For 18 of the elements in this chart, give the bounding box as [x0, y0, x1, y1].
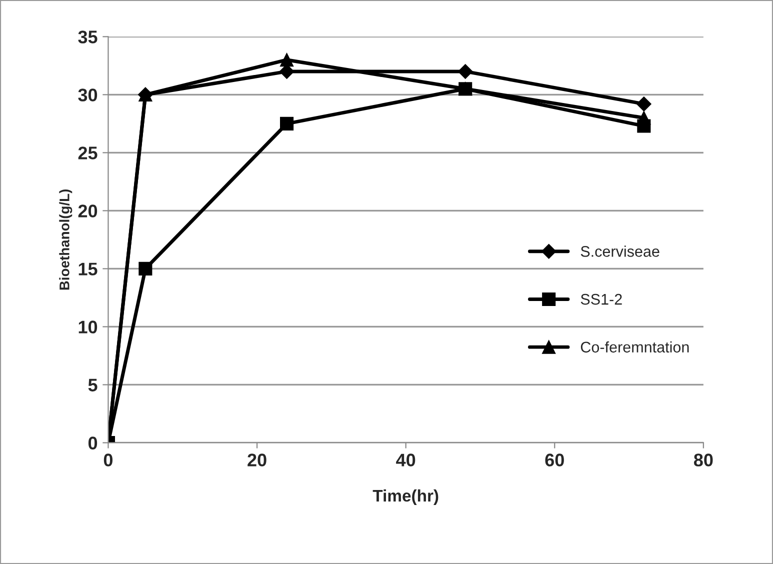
y-tick-label: 15: [78, 262, 98, 276]
x-axis-title: Time(hr): [372, 489, 438, 505]
x-tick-label: 60: [545, 454, 564, 466]
legend-label: S.cerviseae: [580, 246, 660, 257]
x-tick-label: 0: [104, 454, 112, 466]
x-tick-label: 40: [396, 454, 416, 466]
legend-label: Co-feremntation: [580, 341, 689, 353]
x-tick-label: 20: [248, 454, 266, 466]
y-tick-label: 30: [78, 88, 98, 102]
x-tick-label: 80: [694, 454, 713, 466]
y-tick-label: 25: [78, 146, 98, 160]
y-tick-label: 5: [88, 378, 98, 392]
y-axis-title: Bioethanol(g/L): [59, 189, 72, 290]
y-tick-label: 10: [78, 320, 98, 334]
y-tick-label: 35: [78, 30, 98, 44]
y-tick-label: 0: [88, 436, 98, 450]
y-tick-label: 20: [78, 204, 98, 218]
legend-label: SS1-2: [580, 294, 622, 305]
